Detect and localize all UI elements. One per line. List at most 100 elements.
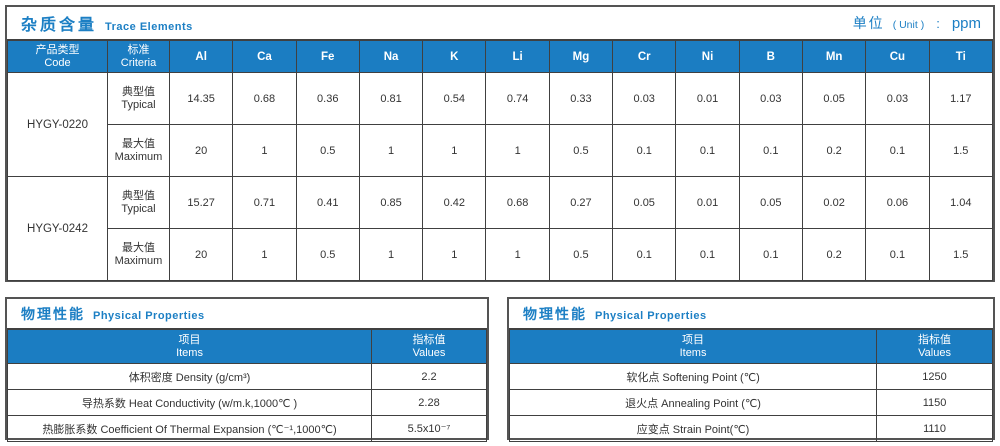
col-header-element: Cu (865, 40, 930, 73)
col-header-code: 产品类型 Code (7, 40, 108, 73)
value-cell: 0.05 (612, 176, 677, 229)
table-row: 应变点 Strain Point(℃) 1110 (508, 415, 993, 442)
col-header-items-zh: 项目 (682, 333, 705, 346)
row-type-cell-typical: 典型值 Typical (107, 72, 170, 125)
value-cell: 0.03 (738, 72, 803, 125)
value-cell: 0.2 (801, 124, 867, 177)
row-type-cell-typical: 典型值 Typical (107, 176, 170, 229)
value-cell: 0.01 (675, 72, 740, 125)
value-cell: 1 (358, 228, 424, 281)
value-cell: 0.71 (232, 176, 297, 229)
property-item-cell: 应变点 Strain Point(℃) (508, 415, 878, 442)
value-cell: 0.1 (738, 124, 803, 177)
value-cell: 1 (422, 124, 487, 177)
value-cell: 15.27 (168, 176, 234, 229)
property-item-cell: 导热系数 Heat Conductivity (w/m.k,1000℃ ) (6, 389, 373, 416)
property-item-cell: 体积密度 Density (g/cm³) (6, 363, 373, 390)
value-cell: 0.01 (675, 176, 740, 229)
col-header-values-zh: 指标值 (412, 333, 446, 346)
physical-properties-titlebar: 物理性能 Physical Properties (509, 299, 993, 329)
col-header-element: Ca (232, 40, 297, 73)
value-cell: 0.1 (865, 228, 930, 281)
value-cell: 0.2 (801, 228, 867, 281)
physical-properties-section-left: 物理性能 Physical Properties 项目 Items 指标值 Va… (5, 297, 489, 442)
value-cell: 0.06 (865, 176, 930, 229)
section-title-zh: 物理性能 (523, 305, 587, 322)
row-type-cell-maximum: 最大值 Maximum (107, 124, 170, 177)
property-item-cell: 热膨胀系数 Coefficient Of Thermal Expansion (… (6, 415, 373, 442)
value-cell: 0.5 (295, 124, 360, 177)
col-header-element: Mn (801, 40, 867, 73)
table-row: 退火点 Annealing Point (℃) 1150 (508, 389, 993, 416)
value-cell: 0.5 (295, 228, 360, 281)
value-cell: 0.03 (612, 72, 677, 125)
table-row: 热膨胀系数 Coefficient Of Thermal Expansion (… (6, 415, 487, 442)
row-type-cell-maximum: 最大值 Maximum (107, 228, 170, 281)
value-cell: 0.68 (485, 176, 550, 229)
value-cell: 1.04 (928, 176, 994, 229)
value-cell: 0.68 (232, 72, 297, 125)
col-header-criteria-en: Criteria (120, 56, 157, 69)
value-cell: 1 (358, 124, 424, 177)
physical-properties-section-right: 物理性能 Physical Properties 项目 Items 指标值 Va… (507, 297, 995, 442)
value-cell: 1.5 (928, 124, 994, 177)
row-type-zh: 典型值 (122, 85, 155, 98)
table-row: 体积密度 Density (g/cm³) 2.2 (6, 363, 487, 390)
value-cell: 0.33 (548, 72, 614, 125)
value-cell: 0.02 (801, 176, 867, 229)
value-cell: 1 (485, 228, 550, 281)
row-type-en: Maximum (114, 254, 163, 267)
value-cell: 1.5 (928, 228, 994, 281)
col-header-element: Fe (295, 40, 360, 73)
col-header-element: Ni (675, 40, 740, 73)
row-type-zh: 典型值 (122, 189, 155, 202)
col-header-items: 项目 Items (508, 329, 878, 364)
value-cell: 14.35 (168, 72, 234, 125)
section-title-zh: 物理性能 (21, 305, 85, 322)
unit-colon: : (936, 16, 940, 31)
table-row: 最大值 Maximum 20 1 0.5 1 1 1 0.5 0.1 0.1 0… (8, 124, 994, 177)
value-cell: 1 (485, 124, 550, 177)
value-cell: 0.41 (295, 176, 360, 229)
property-value-cell: 2.28 (371, 389, 487, 416)
col-header-element: Na (358, 40, 424, 73)
col-header-element: B (738, 40, 803, 73)
section-title-en: Physical Properties (93, 309, 205, 322)
col-header-criteria: 标准 Criteria (107, 40, 170, 73)
section-title-en: Physical Properties (595, 309, 707, 322)
value-cell: 0.03 (865, 72, 930, 125)
value-cell: 0.36 (295, 72, 360, 125)
property-value-cell: 2.2 (371, 363, 487, 390)
value-cell: 0.1 (612, 124, 677, 177)
unit-paren: ( Unit ) (892, 19, 925, 31)
value-cell: 0.1 (675, 124, 740, 177)
value-cell: 0.1 (675, 228, 740, 281)
property-item-cell: 软化点 Softening Point (℃) (508, 363, 878, 390)
physical-properties-table-left: 项目 Items 指标值 Values 体积密度 Density (g/cm³)… (6, 329, 487, 442)
col-header-element: Al (168, 40, 234, 73)
col-header-values-zh: 指标值 (918, 333, 952, 346)
physical-properties-titlebar: 物理性能 Physical Properties (7, 299, 487, 329)
table-row: 最大值 Maximum 20 1 0.5 1 1 1 0.5 0.1 0.1 0… (8, 228, 994, 281)
value-cell: 0.05 (801, 72, 867, 125)
col-header-values-en: Values (918, 346, 951, 359)
unit-zh: 单位 (852, 15, 885, 31)
table-row: HYGY-0220 典型值 Typical 14.35 0.68 0.36 0.… (7, 72, 994, 177)
col-header-items-en: Items (176, 346, 203, 359)
trace-elements-titlebar: 杂质含量 Trace Elements 单位 ( Unit ) : ppm (7, 7, 993, 40)
value-cell: 20 (168, 124, 234, 177)
unit-label: 单位 ( Unit ) : ppm (853, 13, 981, 33)
property-value-cell: 1150 (876, 389, 993, 416)
value-cell: 20 (168, 228, 234, 281)
value-cell: 1 (232, 124, 297, 177)
col-header-items: 项目 Items (6, 329, 373, 364)
value-cell: 0.05 (738, 176, 803, 229)
col-header-items-en: Items (679, 346, 707, 359)
col-header-element: Li (485, 40, 550, 73)
row-type-en: Typical (121, 202, 156, 215)
value-cell: 0.85 (358, 176, 424, 229)
col-header-items-zh: 项目 (178, 333, 201, 346)
table-row: 导热系数 Heat Conductivity (w/m.k,1000℃ ) 2.… (6, 389, 487, 416)
table-row: HYGY-0242 典型值 Typical 15.27 0.71 0.41 0.… (7, 176, 994, 281)
value-cell: 0.5 (548, 124, 614, 177)
